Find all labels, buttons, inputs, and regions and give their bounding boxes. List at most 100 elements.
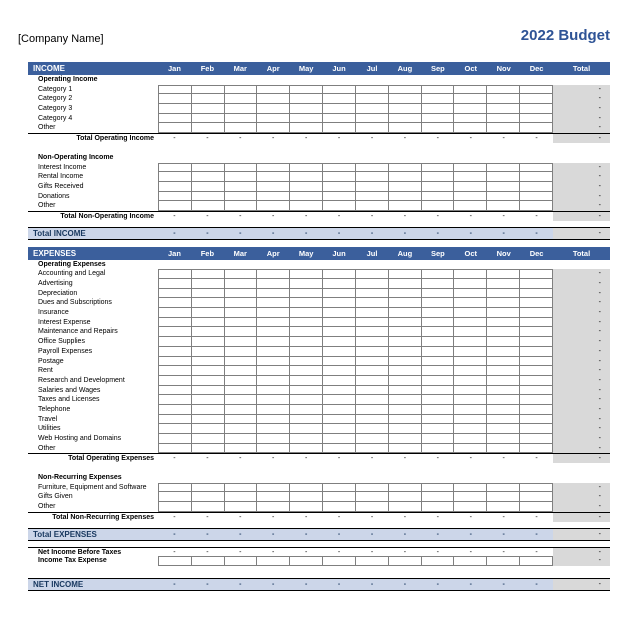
cell-input[interactable]	[323, 104, 356, 114]
cell-input[interactable]	[224, 84, 258, 95]
cell-input[interactable]	[454, 84, 488, 95]
cell-input[interactable]	[159, 337, 192, 347]
cell-input[interactable]	[290, 298, 324, 309]
cell-input[interactable]	[257, 337, 291, 347]
cell-input[interactable]	[454, 298, 488, 309]
cell-input[interactable]	[355, 201, 389, 211]
cell-input[interactable]	[159, 346, 192, 357]
cell-input[interactable]	[355, 404, 389, 415]
cell-input[interactable]	[421, 113, 455, 124]
cell-input[interactable]	[257, 492, 291, 503]
cell-input[interactable]	[520, 123, 553, 134]
cell-input[interactable]	[487, 113, 521, 124]
cell-input[interactable]	[487, 346, 521, 357]
cell-input[interactable]	[159, 172, 192, 182]
cell-input[interactable]	[290, 337, 324, 347]
cell-input[interactable]	[388, 414, 422, 425]
cell-input[interactable]	[520, 492, 553, 503]
cell-input[interactable]	[388, 94, 422, 105]
cell-input[interactable]	[421, 317, 455, 328]
cell-input[interactable]	[355, 434, 389, 444]
cell-input[interactable]	[159, 375, 192, 386]
cell-input[interactable]	[487, 434, 521, 444]
cell-input[interactable]	[355, 385, 389, 396]
cell-input[interactable]	[191, 385, 225, 396]
cell-input[interactable]	[355, 356, 389, 367]
cell-input[interactable]	[520, 375, 553, 386]
cell-input[interactable]	[355, 492, 389, 503]
cell-input[interactable]	[421, 395, 455, 405]
cell-input[interactable]	[421, 279, 455, 289]
cell-input[interactable]	[421, 443, 455, 454]
cell-input[interactable]	[323, 356, 356, 367]
cell-input[interactable]	[290, 482, 324, 493]
cell-input[interactable]	[520, 404, 553, 415]
cell-input[interactable]	[520, 502, 553, 512]
cell-input[interactable]	[257, 327, 291, 338]
cell-input[interactable]	[159, 414, 192, 425]
cell-input[interactable]	[388, 346, 422, 357]
cell-input[interactable]	[388, 366, 422, 376]
cell-input[interactable]	[257, 181, 291, 192]
cell-input[interactable]	[290, 502, 324, 512]
cell-input[interactable]	[323, 172, 356, 182]
cell-input[interactable]	[388, 482, 422, 493]
cell-input[interactable]	[323, 346, 356, 357]
cell-input[interactable]	[355, 269, 389, 279]
cell-input[interactable]	[421, 424, 455, 434]
cell-input[interactable]	[257, 385, 291, 396]
cell-input[interactable]	[355, 414, 389, 425]
cell-input[interactable]	[421, 482, 455, 493]
cell-input[interactable]	[421, 404, 455, 415]
cell-input[interactable]	[355, 327, 389, 338]
cell-input[interactable]	[520, 414, 553, 425]
cell-input[interactable]	[520, 298, 553, 309]
cell-input[interactable]	[388, 84, 422, 95]
cell-input[interactable]	[224, 385, 258, 396]
cell-input[interactable]	[454, 356, 488, 367]
cell-input[interactable]	[520, 191, 553, 202]
cell-input[interactable]	[191, 375, 225, 386]
cell-input[interactable]	[323, 327, 356, 338]
cell-input[interactable]	[224, 201, 258, 211]
cell-input[interactable]	[355, 308, 389, 318]
cell-input[interactable]	[520, 104, 553, 114]
cell-input[interactable]	[355, 191, 389, 202]
cell-input[interactable]	[323, 443, 356, 454]
cell-input[interactable]	[290, 404, 324, 415]
cell-input[interactable]	[487, 424, 521, 434]
cell-input[interactable]	[388, 556, 422, 566]
cell-input[interactable]	[159, 123, 192, 134]
cell-input[interactable]	[454, 94, 488, 105]
cell-input[interactable]	[224, 404, 258, 415]
cell-input[interactable]	[224, 375, 258, 386]
cell-input[interactable]	[257, 556, 291, 566]
cell-input[interactable]	[257, 414, 291, 425]
cell-input[interactable]	[290, 443, 324, 454]
cell-input[interactable]	[257, 201, 291, 211]
cell-input[interactable]	[454, 385, 488, 396]
cell-input[interactable]	[520, 201, 553, 211]
cell-input[interactable]	[323, 556, 356, 566]
cell-input[interactable]	[224, 414, 258, 425]
cell-input[interactable]	[388, 269, 422, 279]
cell-input[interactable]	[520, 337, 553, 347]
cell-input[interactable]	[388, 113, 422, 124]
cell-input[interactable]	[191, 482, 225, 493]
cell-input[interactable]	[191, 201, 225, 211]
cell-input[interactable]	[487, 385, 521, 396]
cell-input[interactable]	[323, 279, 356, 289]
cell-input[interactable]	[323, 337, 356, 347]
cell-input[interactable]	[454, 104, 488, 114]
cell-input[interactable]	[323, 123, 356, 134]
cell-input[interactable]	[257, 346, 291, 357]
cell-input[interactable]	[257, 434, 291, 444]
cell-input[interactable]	[487, 404, 521, 415]
cell-input[interactable]	[421, 356, 455, 367]
cell-input[interactable]	[191, 395, 225, 405]
cell-input[interactable]	[159, 201, 192, 211]
cell-input[interactable]	[290, 288, 324, 299]
cell-input[interactable]	[388, 181, 422, 192]
cell-input[interactable]	[159, 104, 192, 114]
cell-input[interactable]	[224, 308, 258, 318]
